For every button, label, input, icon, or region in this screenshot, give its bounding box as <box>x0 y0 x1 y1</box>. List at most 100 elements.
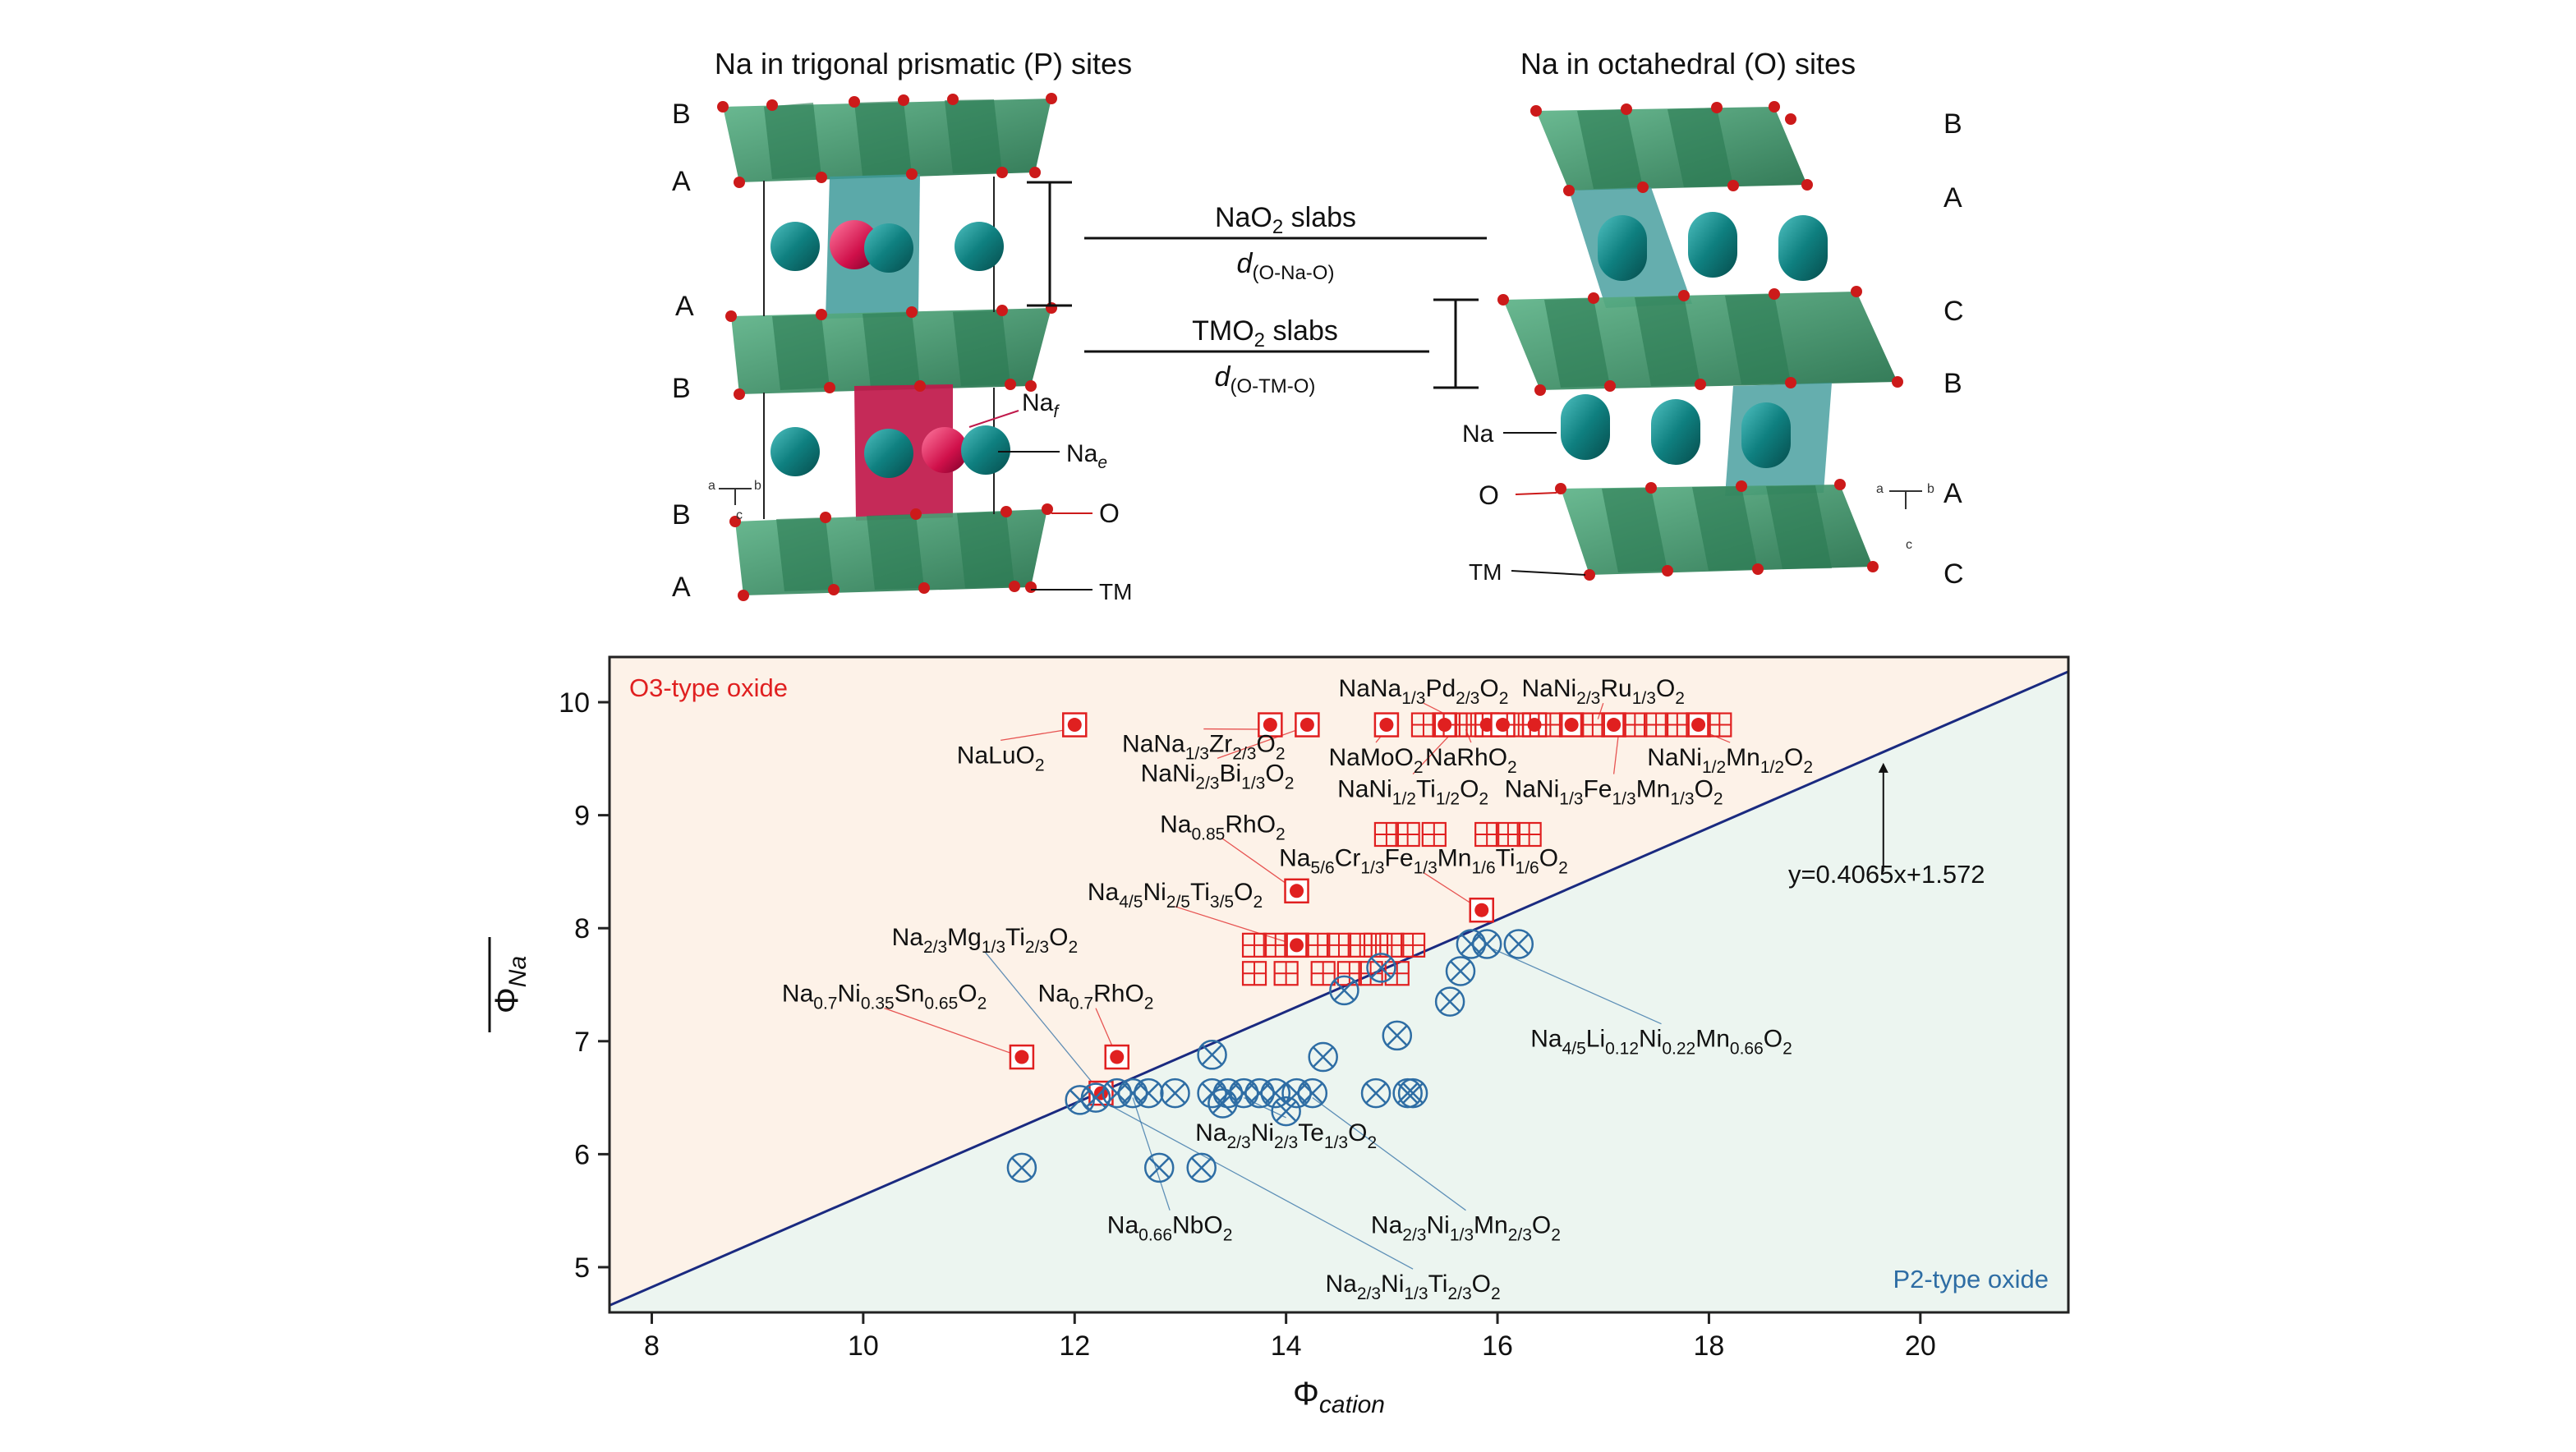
o3-point-labeled <box>1469 897 1494 923</box>
o3-region-label: O3-type oxide <box>629 673 788 702</box>
compound-label: Na4/5Li0.12Ni0.22Mn0.66O2 <box>1530 1026 1792 1059</box>
p2-point <box>1329 975 1359 1006</box>
axis-ticks: 8 10 12 14 16 18 20 5 6 7 8 9 10 <box>559 687 1936 1362</box>
p2-point <box>1143 1152 1175 1183</box>
p2-point <box>1445 956 1476 986</box>
left-layer-label: A <box>672 166 691 197</box>
compound-label: Na2/3Mg1/3Ti2/3O2 <box>892 924 1079 957</box>
d-ona-label: d(O-Na-O) <box>1237 248 1335 284</box>
right-layer-label: A <box>1944 478 1962 509</box>
annotation-leader <box>984 951 1102 1094</box>
label-oxygen-right: O <box>1479 480 1499 510</box>
compound-label: Na2/3Ni1/3Mn2/3O2 <box>1371 1212 1561 1245</box>
label-tm-left: TM <box>1099 579 1132 604</box>
o3-point <box>1310 961 1336 986</box>
y-tick-label: 9 <box>574 801 590 832</box>
compound-label: NaNa1/3Pd2/3O2 <box>1339 675 1509 708</box>
compound-label: NaNi1/2Mn1/2O2 <box>1647 744 1813 777</box>
o3-point-labeled <box>1373 712 1400 737</box>
left-layer-label: A <box>675 291 694 322</box>
axis-triad-right <box>1889 490 1922 509</box>
label-na-face: Naf <box>1022 389 1060 421</box>
o3-point-labeled <box>1284 932 1309 958</box>
x-tick-label: 14 <box>1271 1330 1302 1362</box>
axis-c-right: c <box>1906 538 1912 552</box>
slab-brackets <box>1027 181 1487 389</box>
o3-point <box>1395 821 1420 848</box>
o3-point-labeled <box>1258 712 1283 737</box>
data-points <box>1006 712 1732 1183</box>
o3-region <box>610 657 2068 1306</box>
o3-point <box>1664 712 1690 737</box>
p2-region <box>610 671 2068 1312</box>
o3-structure-illustration <box>1497 101 1903 581</box>
x-tick-label: 12 <box>1059 1330 1090 1362</box>
p2-point <box>1160 1078 1190 1109</box>
left-layer-label: B <box>672 373 691 404</box>
annotation-leader <box>1492 948 1662 1025</box>
o3-point-labeled <box>1104 1044 1129 1070</box>
fit-equation-label: y=0.4065x+1.572 <box>1788 860 1985 889</box>
y-axis-label: ΦNa <box>488 937 531 1032</box>
p2-point <box>1228 1078 1259 1109</box>
axis-a-right: a <box>1876 482 1884 496</box>
p2-point <box>1456 929 1487 959</box>
p2-point <box>1297 1078 1328 1109</box>
compound-label: NaNi2/3Bi1/3O2 <box>1141 760 1295 793</box>
p2-point <box>1260 1078 1291 1109</box>
tmo2-slab-label: TMO2 slabs <box>1192 315 1338 352</box>
y-tick-label: 8 <box>574 913 590 944</box>
label-oxygen-left: O <box>1099 499 1120 528</box>
annotation-leader <box>1312 1097 1466 1211</box>
annotation-leader <box>1217 728 1300 759</box>
compound-label: NaNi1/3Fe1/3Mn1/3O2 <box>1505 776 1723 809</box>
nao2-slab-label: NaO2 slabs <box>1215 202 1356 238</box>
compound-label: Na5/6Cr1/3Fe1/3Mn1/6Ti1/6O2 <box>1279 845 1568 878</box>
axis-c-left: c <box>736 508 743 522</box>
compound-label: Na2/3Ni2/3Te1/3O2 <box>1195 1119 1377 1152</box>
svg-text:ΦNa: ΦNa <box>489 956 531 1013</box>
p2-structure-illustration <box>717 93 1092 601</box>
o3-point <box>1506 712 1531 737</box>
o3-point <box>1400 932 1426 958</box>
o3-point-labeled <box>1686 712 1711 737</box>
o3-point <box>1458 712 1484 737</box>
fit-line <box>609 670 2069 1307</box>
o3-point <box>1379 932 1405 958</box>
right-layer-label: C <box>1944 558 1964 590</box>
axis-triad-left <box>719 488 752 505</box>
right-layer-labels: B A C B A C <box>1944 108 1964 590</box>
x-tick-label: 18 <box>1694 1330 1725 1362</box>
o3-point-labeled <box>1284 878 1309 904</box>
phi-scatter-chart: 8 10 12 14 16 18 20 5 6 7 8 9 10 NaLuO2 NaNa1/3Zr2/3O… <box>488 655 2070 1418</box>
o3-point <box>1358 961 1383 986</box>
o3-point <box>1516 821 1542 848</box>
plot-frame <box>608 655 2070 1314</box>
o3-point <box>1538 712 1563 737</box>
axis-b-right: b <box>1927 482 1934 496</box>
axis-a-left: a <box>708 479 715 493</box>
annotation-leader <box>1597 702 1604 719</box>
o3-point <box>1707 712 1732 737</box>
p2-point <box>1117 1078 1148 1109</box>
right-layer-label: B <box>1944 368 1962 399</box>
compound-label: Na2/3Ni1/3Ti2/3O2 <box>1325 1270 1500 1303</box>
y-tick-label: 6 <box>574 1139 590 1170</box>
o3-point-labeled <box>1601 712 1626 737</box>
compound-label: Na0.66NbO2 <box>1107 1212 1233 1245</box>
label-na-edge: Nae <box>1066 440 1107 472</box>
left-layer-label: B <box>672 99 691 130</box>
axis-b-left: b <box>754 479 761 493</box>
label-tm-right: TM <box>1469 559 1502 585</box>
o3-point-labeled <box>1062 712 1088 737</box>
x-tick-label: 10 <box>848 1330 879 1362</box>
p2-point <box>1471 929 1502 959</box>
o3-point-labeled <box>1295 712 1320 737</box>
compound-label: NaNa1/3Zr2/3O2 <box>1122 731 1285 764</box>
o3-point <box>1580 712 1605 737</box>
compound-label: Na0.7RhO2 <box>1038 981 1154 1013</box>
p2-point <box>1271 1096 1301 1127</box>
p2-point <box>1134 1078 1164 1109</box>
p2-point <box>1308 1041 1338 1073</box>
o3-point-labeled <box>1558 712 1585 737</box>
